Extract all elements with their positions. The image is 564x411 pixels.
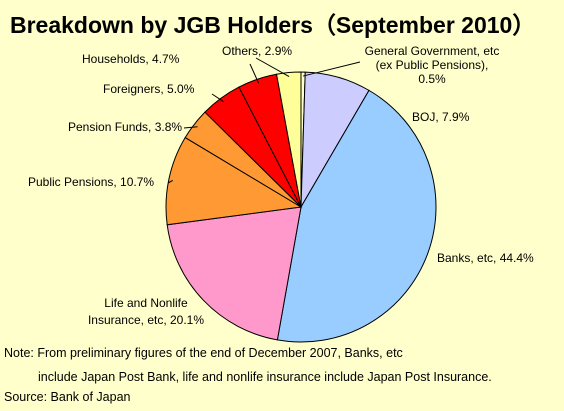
source-note: Source: Bank of Japan bbox=[4, 390, 131, 404]
slice-label: Households, 4.7% bbox=[82, 52, 180, 66]
leader-line bbox=[167, 180, 174, 184]
note-line-2: include Japan Post Bank, life and nonlif… bbox=[38, 370, 492, 384]
slice-label: BOJ, 7.9% bbox=[412, 110, 470, 124]
leader-line bbox=[249, 63, 260, 84]
note-line-1: Note: From preliminary figures of the en… bbox=[4, 346, 403, 360]
slice-label: Foreigners, 5.0% bbox=[103, 82, 195, 96]
pie-slice-public-pensions bbox=[165, 136, 303, 226]
leader-line bbox=[255, 57, 290, 78]
slice-label: Life and Nonlife Insurance, etc, 20.1% bbox=[88, 296, 204, 327]
slice-label: General Government, etc (ex Public Pensio… bbox=[365, 44, 500, 86]
slice-label: Banks, etc, 44.4% bbox=[437, 251, 534, 265]
pie-slice-banks-etc bbox=[276, 89, 437, 343]
slice-label: Pension Funds, 3.8% bbox=[68, 120, 182, 134]
slice-label: Others, 2.9% bbox=[222, 44, 292, 58]
leader-line bbox=[211, 93, 224, 102]
leader-line bbox=[302, 61, 361, 77]
pie-slice-life-and-nonlife-insurance-etc bbox=[166, 206, 302, 341]
slice-label: Public Pensions, 10.7% bbox=[28, 175, 154, 189]
leader-line bbox=[183, 126, 198, 129]
chart-title: Breakdown by JGB Holders（September 2010） bbox=[10, 12, 536, 38]
pie-slice-others bbox=[275, 71, 302, 208]
